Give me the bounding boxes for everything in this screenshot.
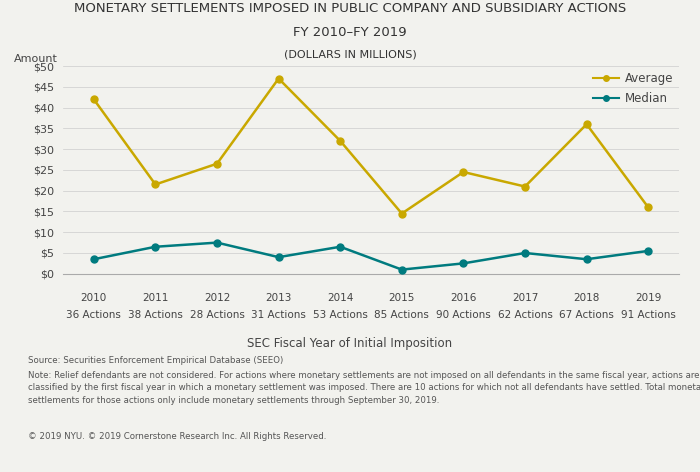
Text: 2019: 2019 bbox=[635, 293, 661, 303]
Text: 28 Actions: 28 Actions bbox=[190, 310, 244, 320]
Legend: Average, Median: Average, Median bbox=[593, 72, 673, 105]
Text: 31 Actions: 31 Actions bbox=[251, 310, 306, 320]
Text: 91 Actions: 91 Actions bbox=[621, 310, 676, 320]
Text: 2018: 2018 bbox=[573, 293, 600, 303]
Text: 90 Actions: 90 Actions bbox=[436, 310, 491, 320]
Text: 85 Actions: 85 Actions bbox=[374, 310, 429, 320]
Text: 2010: 2010 bbox=[80, 293, 107, 303]
Text: 2011: 2011 bbox=[142, 293, 169, 303]
Text: 67 Actions: 67 Actions bbox=[559, 310, 614, 320]
Text: 53 Actions: 53 Actions bbox=[313, 310, 368, 320]
Text: settlements for those actions only include monetary settlements through Septembe: settlements for those actions only inclu… bbox=[28, 396, 440, 405]
Text: SEC Fiscal Year of Initial Imposition: SEC Fiscal Year of Initial Imposition bbox=[247, 337, 453, 351]
Text: Source: Securities Enforcement Empirical Database (SEEO): Source: Securities Enforcement Empirical… bbox=[28, 356, 284, 365]
Text: Note: Relief defendants are not considered. For actions where monetary settlemen: Note: Relief defendants are not consider… bbox=[28, 371, 699, 379]
Text: 2015: 2015 bbox=[389, 293, 415, 303]
Text: 2017: 2017 bbox=[512, 293, 538, 303]
Text: 62 Actions: 62 Actions bbox=[498, 310, 552, 320]
Text: 2012: 2012 bbox=[204, 293, 230, 303]
Text: © 2019 NYU. © 2019 Cornerstone Research Inc. All Rights Reserved.: © 2019 NYU. © 2019 Cornerstone Research … bbox=[28, 432, 326, 441]
Text: 2013: 2013 bbox=[265, 293, 292, 303]
Text: 2014: 2014 bbox=[327, 293, 354, 303]
Text: 38 Actions: 38 Actions bbox=[128, 310, 183, 320]
Text: (DOLLARS IN MILLIONS): (DOLLARS IN MILLIONS) bbox=[284, 50, 416, 59]
Text: 36 Actions: 36 Actions bbox=[66, 310, 121, 320]
Text: FY 2010–FY 2019: FY 2010–FY 2019 bbox=[293, 26, 407, 39]
Text: classified by the first fiscal year in which a monetary settlement was imposed. : classified by the first fiscal year in w… bbox=[28, 383, 700, 392]
Text: Amount: Amount bbox=[14, 54, 58, 64]
Text: 2016: 2016 bbox=[450, 293, 477, 303]
Text: MONETARY SETTLEMENTS IMPOSED IN PUBLIC COMPANY AND SUBSIDIARY ACTIONS: MONETARY SETTLEMENTS IMPOSED IN PUBLIC C… bbox=[74, 2, 626, 16]
